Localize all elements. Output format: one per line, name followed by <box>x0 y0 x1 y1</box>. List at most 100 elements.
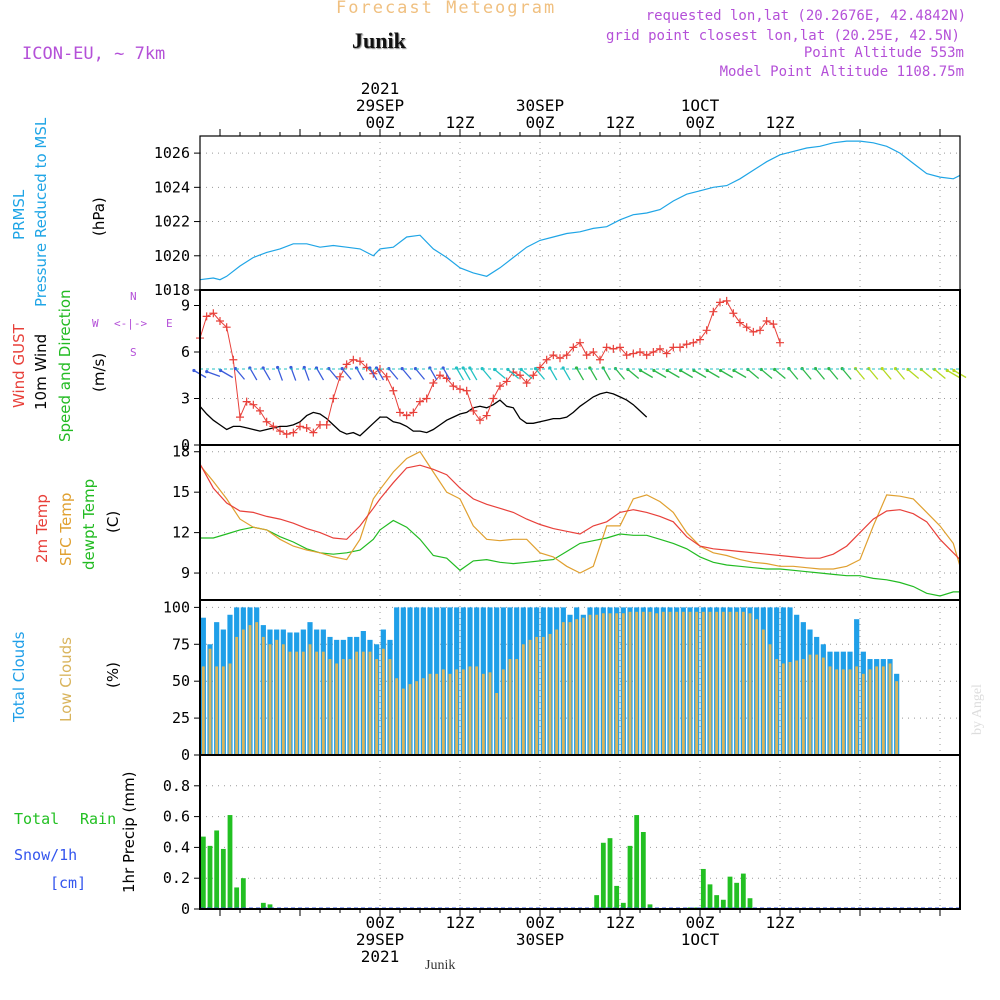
low-cloud-bar <box>441 669 445 755</box>
wind-arrow-head <box>506 367 510 372</box>
low-cloud-bar <box>888 663 892 755</box>
y-tick-label: 0 <box>181 746 190 764</box>
time-label-top: 12Z <box>766 113 795 132</box>
gust-marker <box>322 420 331 429</box>
wind-arrow-head <box>679 368 683 373</box>
y-tick-label: 12 <box>172 524 190 542</box>
wind-arrow-head <box>289 365 293 370</box>
snow-unit-label: [cm] <box>50 874 87 892</box>
gust-marker <box>489 394 498 403</box>
low-cloud-bar <box>261 636 265 755</box>
low-cloud-bar <box>435 673 439 755</box>
low-cloud-bar <box>735 611 739 755</box>
gust-marker <box>749 327 758 336</box>
low-cloud-bar <box>381 648 385 755</box>
low-cloud-bar <box>321 651 325 755</box>
precip-bar <box>200 836 206 909</box>
precip-bar <box>220 848 226 909</box>
pressure-unit-label: (hPa) <box>90 197 108 236</box>
wind-direction-arrow <box>666 369 680 379</box>
precip-axis-label: 1hr Precip (mm) <box>120 771 138 893</box>
panel-bg <box>200 136 960 290</box>
low-cloud-bar <box>355 651 359 755</box>
gust-marker <box>429 379 438 387</box>
wind-arrow-head <box>719 368 723 373</box>
temp-2m-label: 2m Temp <box>33 494 51 563</box>
time-label-bottom: 00Z <box>526 913 555 932</box>
wind-direction-arrow <box>774 369 786 379</box>
time-label-top: 00Z <box>526 113 555 132</box>
low-cloud-bar <box>615 613 619 755</box>
wind-direction-arrow <box>640 369 654 379</box>
gust-marker <box>556 354 564 363</box>
gust-marker <box>709 307 718 316</box>
gust-marker <box>616 343 624 352</box>
y-tick-label: 9 <box>181 297 190 315</box>
gust-marker <box>629 349 638 358</box>
low-cloud-bar <box>748 613 752 755</box>
wind-direction-arrow <box>815 368 825 380</box>
low-cloud-bar <box>581 617 585 755</box>
gust-marker <box>496 382 504 391</box>
gust-marker <box>436 371 444 380</box>
low-cloud-bar <box>595 614 599 755</box>
total-cloud-bar <box>400 607 406 755</box>
wind-direction-arrow <box>627 369 640 379</box>
precip-bar <box>240 878 246 909</box>
wind-direction-arrow <box>680 369 694 379</box>
wind-arrow-head <box>933 367 937 372</box>
low-cloud-bar <box>655 613 659 755</box>
low-cloud-bar <box>601 613 605 755</box>
low-cloud-bar <box>835 669 839 755</box>
low-cloud-bar <box>768 644 772 755</box>
low-cloud-bar <box>488 672 492 755</box>
gust-marker <box>462 386 471 395</box>
gust-marker <box>502 377 511 386</box>
temp-unit-label: (C) <box>104 510 122 533</box>
wind-direction-arrow <box>788 368 799 380</box>
wind-direction-arrow <box>615 368 625 380</box>
low-cloud-bar <box>448 673 452 755</box>
wind-direction-arrow <box>868 368 879 380</box>
gust-marker <box>422 394 431 403</box>
compass-south: S <box>130 346 137 359</box>
y-tick-label: 3 <box>181 390 190 408</box>
low-cloud-bar <box>661 611 665 755</box>
low-cloud-bar <box>501 669 505 755</box>
wind-direction-arrow <box>881 368 892 380</box>
low-cloud-bar <box>728 611 732 755</box>
low-cloud-bar <box>781 663 785 755</box>
wind-arrow-head <box>692 368 696 373</box>
title-forecast-meteogram: Forecast Meteogram <box>336 0 557 18</box>
low-cloud-bar <box>788 662 792 755</box>
time-label-bottom: 12Z <box>766 913 795 932</box>
wind-direction-arrow <box>220 369 234 379</box>
wind-direction-arrow <box>747 369 760 379</box>
low-cloud-bar <box>895 681 899 755</box>
wind-direction-arrow <box>895 368 905 380</box>
low-cloud-bar <box>388 659 392 755</box>
gust-marker <box>222 323 231 332</box>
gust-marker <box>682 340 691 349</box>
low-cloud-bar <box>695 611 699 755</box>
y-tick-label: 0.2 <box>163 869 190 887</box>
gust-marker <box>542 355 551 364</box>
precip-bar <box>260 902 266 909</box>
wind-direction-arrow <box>720 369 734 379</box>
temp-2m-line <box>199 463 961 561</box>
wind-direction-arrow <box>388 368 399 380</box>
precip-bar <box>747 898 753 909</box>
y-tick-label: 15 <box>172 483 190 501</box>
low-cloud-bar <box>421 678 425 755</box>
wind-direction-arrow <box>653 369 667 379</box>
low-cloud-bar <box>361 651 365 755</box>
wind-direction-arrow <box>455 367 465 381</box>
gust-marker <box>416 397 424 406</box>
gust-marker <box>569 343 578 352</box>
low-cloud-bar <box>475 666 479 755</box>
low-cloud-bar <box>541 636 545 755</box>
wind-arrow-head <box>205 370 209 374</box>
wind-direction-arrow <box>520 369 533 379</box>
wind-direction-arrow <box>706 369 720 379</box>
wind-direction-arrow <box>262 367 271 381</box>
